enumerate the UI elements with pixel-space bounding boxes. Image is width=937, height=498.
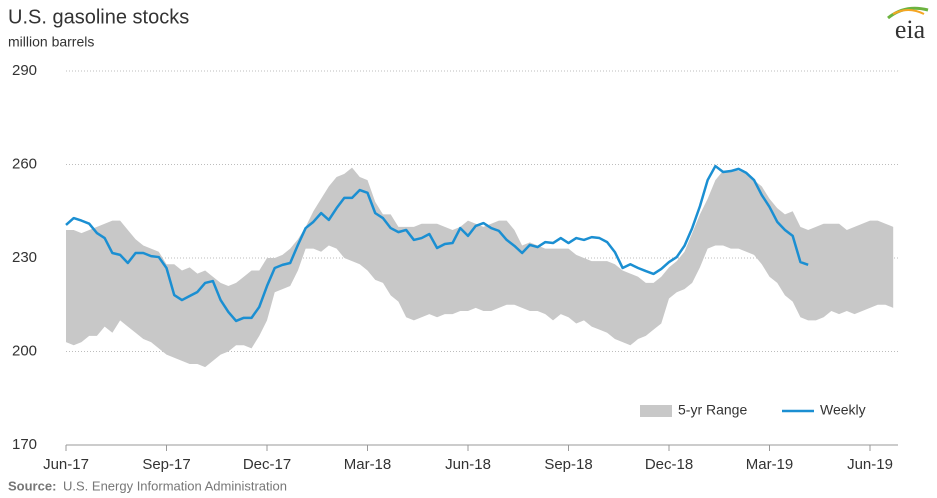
x-tick-label: Dec-17 bbox=[243, 456, 291, 473]
y-tick-label: 290 bbox=[12, 62, 37, 79]
x-tick-label: Sep-17 bbox=[142, 456, 190, 473]
x-tick-label: Dec-18 bbox=[645, 456, 693, 473]
logo-swoosh bbox=[892, 9, 925, 15]
line bbox=[65, 164, 809, 323]
chart-title: U.S. gasoline stocks bbox=[8, 6, 189, 28]
legend-swatch bbox=[640, 405, 672, 417]
y-tick-label: 200 bbox=[12, 342, 37, 359]
y-tick-label: 170 bbox=[12, 436, 37, 453]
legend-label: 5-yr Range bbox=[678, 402, 747, 418]
chart-subtitle: million barrels bbox=[8, 34, 94, 50]
y-tick-label: 230 bbox=[12, 249, 37, 266]
source-label: Source: bbox=[8, 478, 56, 493]
x-tick-label: Mar-19 bbox=[746, 456, 794, 473]
y-tick-label: 260 bbox=[12, 155, 37, 172]
legend-label: Weekly bbox=[820, 402, 866, 418]
range-area bbox=[66, 167, 894, 368]
logo: eia bbox=[895, 15, 926, 44]
x-tick-label: Jun-18 bbox=[445, 456, 491, 473]
x-tick-label: Mar-18 bbox=[344, 456, 392, 473]
x-tick-label: Jun-19 bbox=[847, 456, 893, 473]
source: U.S. Energy Information Administration bbox=[63, 478, 287, 493]
x-tick-label: Jun-17 bbox=[43, 456, 89, 473]
logo-swoosh bbox=[887, 6, 929, 20]
x-tick-label: Sep-18 bbox=[544, 456, 592, 473]
